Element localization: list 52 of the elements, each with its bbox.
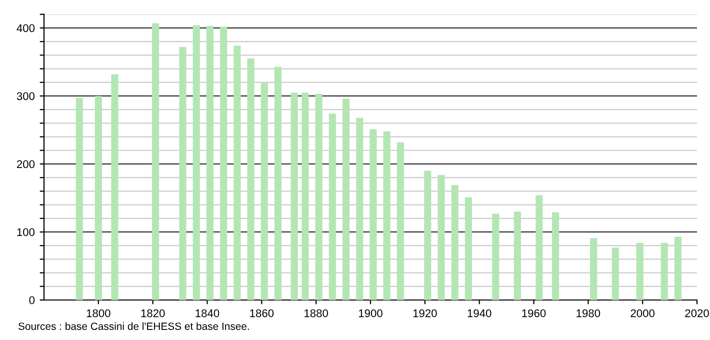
bar <box>206 26 214 300</box>
x-tick-label: 1980 <box>576 309 600 318</box>
bar <box>247 58 254 300</box>
bar <box>76 98 83 300</box>
bar <box>451 185 458 300</box>
y-tick-label: 400 <box>16 24 35 32</box>
bar <box>536 195 543 300</box>
x-tick-label: 2000 <box>630 309 655 318</box>
y-tick-label: 200 <box>16 160 35 168</box>
bar <box>94 96 102 300</box>
source-note: Sources : base Cassini de l'EHESS et base Insee. <box>18 322 249 330</box>
bar <box>514 212 521 300</box>
bar <box>111 74 118 300</box>
bar <box>152 23 160 300</box>
bar <box>342 98 350 300</box>
bar <box>302 92 309 300</box>
bar <box>220 26 228 300</box>
x-tick-label: 1940 <box>468 309 492 318</box>
bar <box>660 242 668 300</box>
x-tick-label: 1960 <box>522 309 546 318</box>
bar <box>234 46 241 300</box>
bar <box>438 174 445 300</box>
bar <box>396 142 404 300</box>
bar <box>370 129 377 300</box>
y-tick-label: 100 <box>17 228 35 236</box>
bar <box>674 236 682 300</box>
y-tick-label: 300 <box>16 92 35 100</box>
x-tick-label: 1920 <box>413 309 437 318</box>
bar <box>552 212 560 300</box>
bar <box>260 83 268 300</box>
x-tick-label: 2020 <box>685 309 709 318</box>
x-tick-label: 1880 <box>304 309 328 318</box>
bar <box>612 248 619 300</box>
bar <box>192 25 200 300</box>
bar <box>179 46 186 300</box>
x-tick-label: 1860 <box>250 309 274 318</box>
bar <box>290 92 298 300</box>
bar <box>424 170 432 300</box>
bar <box>590 238 598 300</box>
bar <box>464 197 472 300</box>
bar <box>328 114 336 300</box>
bar <box>636 242 644 300</box>
bar <box>274 66 282 300</box>
x-tick-label: 1800 <box>86 309 110 318</box>
x-tick-label: 1820 <box>141 309 165 318</box>
bar <box>492 214 500 300</box>
x-tick-label: 1900 <box>358 309 382 318</box>
x-tick-label: 1840 <box>196 309 220 318</box>
y-tick-label: 0 <box>29 296 35 304</box>
bar <box>356 118 364 300</box>
bar <box>383 131 390 300</box>
bar <box>315 94 322 300</box>
